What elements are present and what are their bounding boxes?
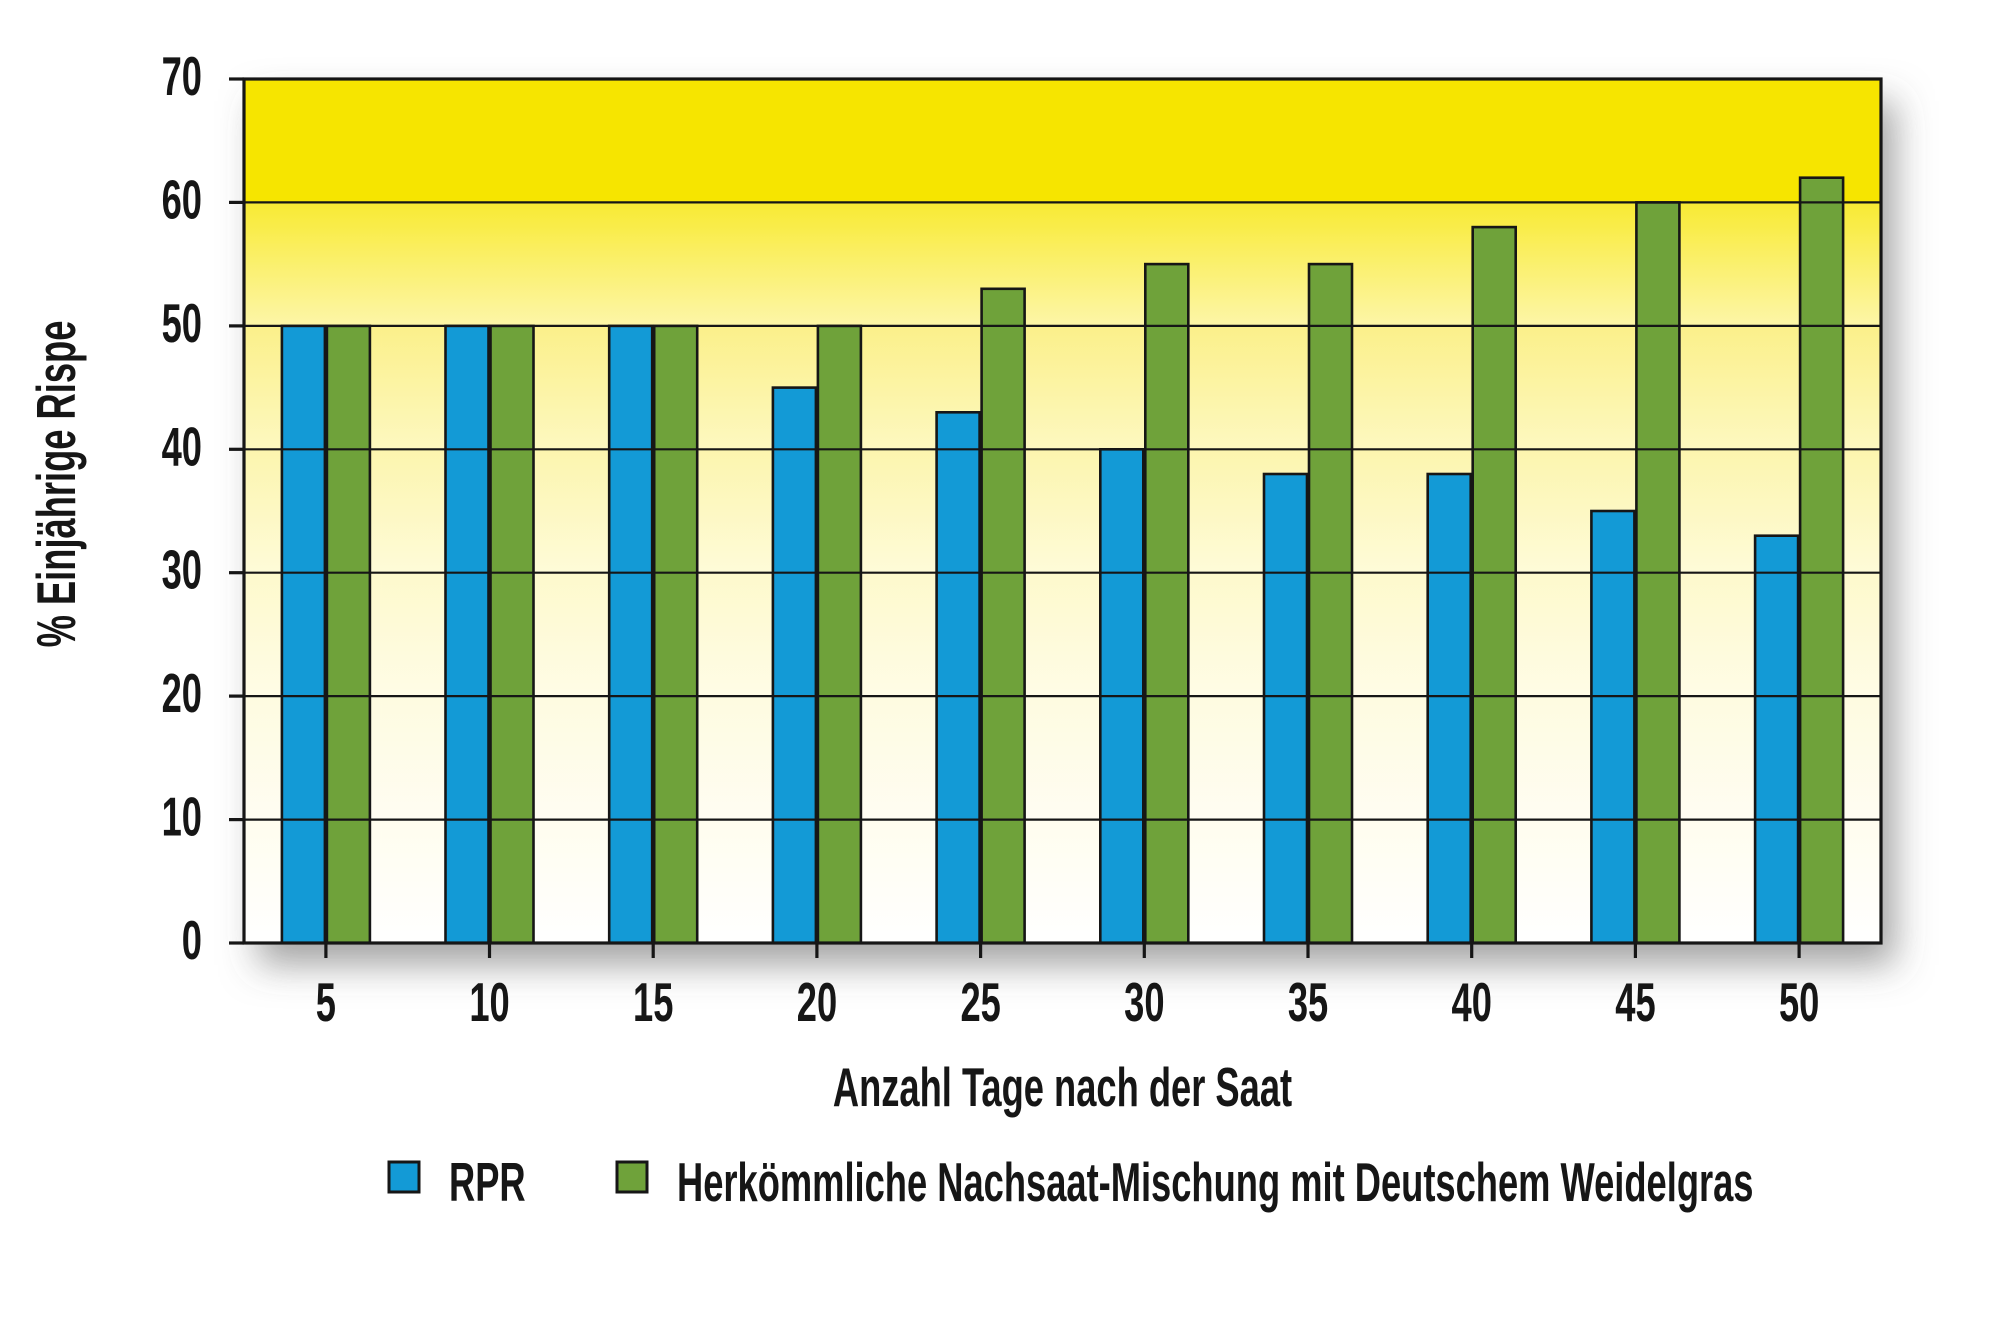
svg-text:30: 30: [1124, 971, 1164, 1033]
svg-text:70: 70: [162, 45, 202, 107]
svg-text:20: 20: [797, 971, 837, 1033]
svg-text:50: 50: [1779, 971, 1819, 1033]
svg-text:20: 20: [162, 662, 202, 724]
svg-text:10: 10: [162, 786, 202, 848]
svg-text:0: 0: [182, 909, 202, 971]
svg-text:40: 40: [162, 415, 202, 477]
svg-text:Herkömmliche Nachsaat-Mischung: Herkömmliche Nachsaat-Mischung mit Deuts…: [677, 1151, 1754, 1213]
svg-text:35: 35: [1288, 971, 1328, 1033]
svg-text:15: 15: [633, 971, 673, 1033]
svg-text:5: 5: [316, 971, 336, 1033]
svg-text:45: 45: [1615, 971, 1655, 1033]
svg-text:50: 50: [162, 292, 202, 354]
svg-text:30: 30: [162, 539, 202, 601]
svg-text:40: 40: [1452, 971, 1492, 1033]
svg-text:% Einjährige Rispe: % Einjährige Rispe: [25, 321, 87, 648]
svg-text:10: 10: [469, 971, 509, 1033]
svg-text:60: 60: [162, 168, 202, 230]
svg-text:25: 25: [960, 971, 1000, 1033]
svg-text:RPR: RPR: [449, 1151, 526, 1213]
svg-text:Anzahl Tage nach der Saat: Anzahl Tage nach der Saat: [833, 1056, 1292, 1118]
